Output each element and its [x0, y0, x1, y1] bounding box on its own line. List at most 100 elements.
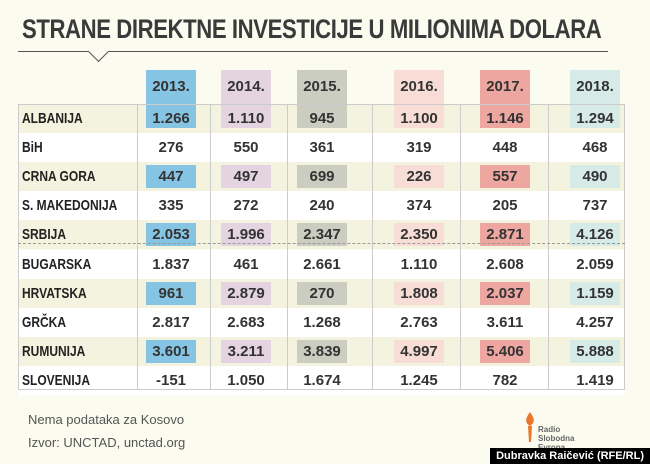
value-cell: 737 — [582, 197, 608, 214]
cell-highlight — [394, 340, 444, 363]
value-cell: 2.879 — [227, 285, 265, 302]
value-cell: 240 — [309, 197, 335, 214]
cell-highlight — [570, 165, 620, 188]
column-highlight — [297, 70, 347, 128]
value-cell: 1.996 — [227, 226, 265, 243]
year-header: 2017. — [486, 78, 524, 95]
table-border — [18, 104, 625, 390]
table-row — [18, 250, 625, 279]
year-header: 2018. — [576, 78, 614, 95]
value-cell: 4.257 — [576, 314, 614, 331]
value-cell: 1.294 — [576, 110, 614, 127]
value-cell: 461 — [233, 256, 259, 273]
column-highlight — [221, 70, 271, 128]
cell-highlight — [480, 282, 530, 305]
column-highlight — [570, 70, 620, 128]
column-divider — [287, 104, 288, 390]
column-highlight — [394, 70, 444, 128]
value-cell: 2.871 — [486, 226, 524, 243]
value-cell: 3.211 — [227, 343, 265, 360]
value-cell: 276 — [158, 139, 184, 156]
value-cell: 319 — [406, 139, 432, 156]
value-cell: 1.050 — [227, 372, 265, 389]
cell-highlight — [146, 223, 196, 246]
column-divider — [548, 104, 549, 390]
value-cell: 335 — [158, 197, 184, 214]
column-divider — [372, 104, 373, 390]
value-cell: 1.808 — [400, 285, 438, 302]
value-cell: -151 — [155, 372, 187, 389]
country-label: SLOVENIJA — [22, 372, 91, 389]
logo-text: Radio Slobodna Evropa — [538, 425, 575, 452]
value-cell: 2.059 — [576, 256, 614, 273]
value-cell: 468 — [582, 139, 608, 156]
column-highlight — [480, 70, 530, 128]
value-cell: 1.146 — [486, 110, 524, 127]
cell-highlight — [221, 282, 271, 305]
value-cell: 1.110 — [400, 256, 438, 273]
value-cell: 2.347 — [303, 226, 341, 243]
value-cell: 1.419 — [576, 372, 614, 389]
value-cell: 1.837 — [152, 256, 190, 273]
value-cell: 5.888 — [576, 343, 614, 360]
cell-highlight — [297, 223, 347, 246]
cell-highlight — [297, 340, 347, 363]
chart-title: STRANE DIREKTNE INVESTICIJE U MILIONIMA … — [22, 14, 602, 44]
value-cell: 961 — [158, 285, 184, 302]
title-underline — [18, 51, 608, 52]
value-cell: 557 — [492, 168, 518, 185]
table-row — [18, 191, 625, 220]
cell-highlight — [221, 340, 271, 363]
value-cell: 205 — [492, 197, 518, 214]
table-row — [18, 133, 625, 162]
value-cell: 270 — [309, 285, 335, 302]
value-cell: 272 — [233, 197, 259, 214]
source: Izvor: UNCTAD, unctad.org — [28, 435, 186, 450]
cell-highlight — [297, 282, 347, 305]
value-cell: 1.245 — [400, 372, 438, 389]
value-cell: 550 — [233, 139, 259, 156]
cell-highlight — [570, 282, 620, 305]
cell-highlight — [570, 223, 620, 246]
value-cell: 497 — [233, 168, 259, 185]
value-cell: 2.763 — [400, 314, 438, 331]
country-label: RUMUNIJA — [22, 343, 86, 360]
value-cell: 490 — [582, 168, 608, 185]
country-label: BUGARSKA — [22, 256, 92, 273]
country-label: GRČKA — [22, 314, 66, 331]
value-cell: 448 — [492, 139, 518, 156]
year-header: 2014. — [227, 78, 265, 95]
year-header: 2016. — [400, 78, 438, 95]
value-cell: 2.350 — [400, 226, 438, 243]
value-cell: 374 — [406, 197, 432, 214]
cell-highlight — [394, 282, 444, 305]
table-row — [18, 366, 625, 395]
cell-highlight — [480, 223, 530, 246]
country-label: BiH — [22, 139, 43, 156]
cell-highlight — [480, 165, 530, 188]
value-cell: 1.268 — [303, 314, 341, 331]
value-cell: 2.683 — [227, 314, 265, 331]
value-cell: 1.159 — [576, 285, 614, 302]
cell-highlight — [394, 165, 444, 188]
group-divider — [18, 243, 625, 244]
value-cell: 1.100 — [400, 110, 438, 127]
table-row — [18, 308, 625, 337]
footnote: Nema podataka za Kosovo — [28, 412, 185, 427]
value-cell: 2.053 — [152, 226, 190, 243]
cell-highlight — [570, 340, 620, 363]
country-label: SRBIJA — [22, 226, 67, 243]
value-cell: 782 — [492, 372, 518, 389]
torch-logo-icon — [526, 412, 534, 442]
value-cell: 3.611 — [486, 314, 524, 331]
value-cell: 4.997 — [400, 343, 438, 360]
photo-credit: Dubravka Raičević (RFE/RL) — [490, 448, 650, 464]
value-cell: 5.406 — [486, 343, 524, 360]
cell-highlight — [221, 223, 271, 246]
country-label: HRVATSKA — [22, 285, 87, 302]
cell-highlight — [221, 165, 271, 188]
value-cell: 447 — [158, 168, 184, 185]
cell-highlight — [297, 165, 347, 188]
year-header: 2013. — [152, 78, 190, 95]
